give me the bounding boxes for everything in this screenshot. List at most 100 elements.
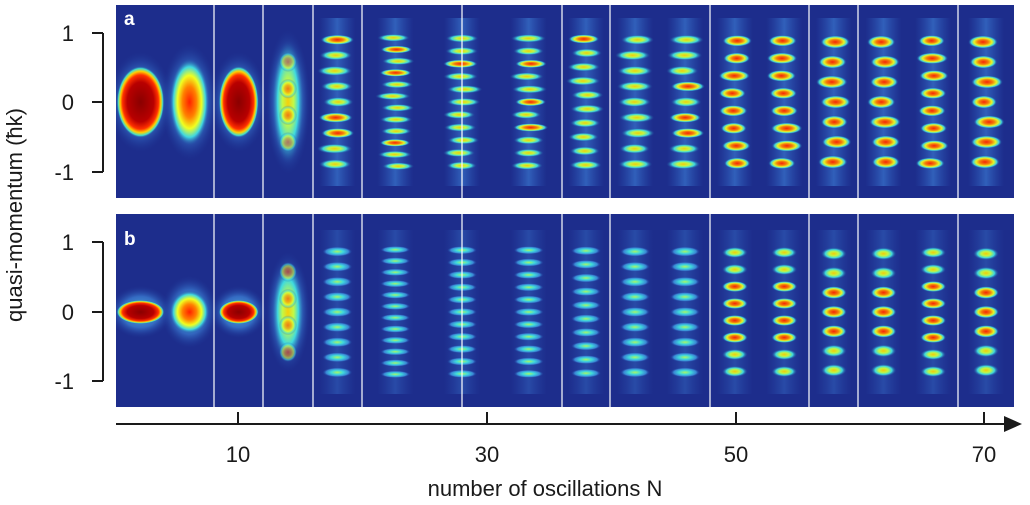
x-tick-10: 10 [226,442,250,467]
fringe-a-group2-strip0-3 [379,68,412,77]
fringe-a-group2-strip1-8 [447,136,480,145]
column-a-group2-strip0 [377,18,414,186]
fringe-a-group6-strip2-6 [919,140,949,152]
fringe-b-group5-strip1-3 [771,297,798,310]
fringe-a-group4-strip1-4 [670,96,702,108]
fringe-a-group1-strip2-5 [318,112,353,123]
fringe-b-group1-strip2-2 [322,276,353,287]
fringe-b-group6-strip0-0 [820,247,847,261]
peak-a-group1-strip1-1 [279,78,297,99]
cloud-b-group0-strip0 [116,300,165,324]
fringe-b-group5-strip1-7 [771,365,798,378]
fringe-b-group2-strip0-9 [380,348,411,356]
fringe-b-group6-strip1-3 [870,305,897,319]
fringe-a-group6-strip2-2 [919,70,949,82]
fringe-b-group2-strip0-3 [380,280,411,288]
x-axis-arrow [1004,416,1022,432]
fringe-a-group6-strip2-0 [918,35,945,47]
fringe-b-group5-strip0-7 [721,365,748,378]
fringe-b-group2-strip2-10 [513,369,544,378]
strip-b-group1-strip2 [319,230,356,394]
fringe-b-group2-strip0-2 [380,268,411,276]
x-tick-70: 70 [972,442,996,467]
fringe-a-group6-strip2-1 [916,52,949,65]
y-tick-a-0: 0 [62,90,74,115]
fringe-b-group4-strip0-5 [620,322,650,333]
fringe-a-group5-strip1-5 [770,122,803,135]
y-tick-a-minus1: -1 [54,160,74,185]
fringe-b-group5-strip0-5 [721,331,748,344]
fringe-b-group6-strip2-1 [920,263,947,276]
cloud-b-group0-strip1 [169,290,210,334]
fringe-b-group1-strip2-8 [322,367,353,378]
column-a-group3-strip0 [568,18,604,186]
fringe-a-group5-strip0-3 [718,87,746,100]
fringe-b-group6-strip0-1 [820,266,847,280]
strip-b-group6-strip1 [865,230,902,394]
fringe-a-group2-strip2-9 [513,148,544,158]
fringe-a-group3-strip0-6 [570,118,601,128]
fringe-a-group2-strip1-9 [442,148,476,158]
fringe-a-group2-strip0-7 [379,115,413,124]
y-axis-label: quasi-momentum (ħk) [2,108,27,322]
fringe-a-group4-strip1-6 [671,128,705,139]
fringe-b-group5-strip0-1 [721,263,748,276]
fringe-a-group4-strip0-4 [618,96,651,108]
y-axis-a [92,32,104,173]
panel-a-label: a [124,9,135,30]
fringe-a-group7-strip0-2 [971,75,1003,89]
fringe-b-group2-strip2-3 [513,283,544,292]
strip-b-group4-strip0 [617,230,653,394]
strip-a-group2-strip0 [375,18,415,186]
fringe-b-group5-strip0-2 [721,280,748,293]
fringe-a-group5-strip0-4 [719,105,748,117]
fringe-a-group2-strip2-10 [511,161,543,170]
fringe-b-group4-strip1-6 [670,337,700,348]
fringe-a-group5-strip0-5 [720,122,747,135]
fringe-a-group2-strip0-1 [380,45,413,54]
fringe-a-group1-strip2-2 [317,65,353,76]
fringe-a-group6-strip1-0 [867,35,896,49]
panel-b-images [116,230,1004,394]
fringe-a-group4-strip0-8 [618,159,653,170]
strip-b-group2-strip0 [377,230,414,394]
fringe-b-group2-strip0-10 [380,359,411,367]
fringe-a-group2-strip1-4 [447,85,483,94]
fringe-b-group2-strip2-2 [513,270,544,279]
fringe-a-group2-strip2-8 [513,136,544,145]
fringe-b-group4-strip0-0 [620,246,650,257]
fringe-a-group3-strip0-9 [569,160,602,170]
fringe-a-group3-strip0-3 [565,76,601,86]
fringe-b-group4-strip0-6 [620,337,650,348]
fringe-a-group1-strip2-0 [320,34,354,45]
fringe-b-group7-strip0-6 [973,363,999,377]
fringe-a-group5-strip0-6 [721,140,751,152]
fringe-a-group5-strip1-0 [768,35,797,47]
cloud-a-group1-strip0 [218,66,259,138]
strip-b-group0-strip0 [116,286,173,338]
fringe-a-group2-strip2-4 [511,85,548,94]
fringe-b-group3-strip0-0 [571,246,601,256]
strip-b-group2-strip2 [510,230,547,394]
fringe-b-group2-strip0-0 [380,246,411,254]
fringe-b-group3-strip0-5 [571,314,601,324]
strip-a-group2-strip1 [442,18,483,186]
fringe-b-group6-strip2-5 [920,331,947,344]
column-b-group3-strip0 [568,230,604,394]
x-axis [116,412,1006,425]
fringe-b-group3-strip0-4 [571,300,601,310]
fringe-b-group5-strip0-0 [721,246,748,259]
fringe-a-group6-strip1-6 [871,155,900,169]
fringe-b-group6-strip2-7 [920,365,947,378]
fringe-a-group2-strip1-6 [443,110,476,119]
fringe-b-group5-strip1-4 [771,314,798,327]
strip-a-group5-strip0 [716,18,753,186]
y-tick-a-1: 1 [62,21,74,46]
fringe-a-group2-strip1-3 [443,72,478,81]
fringe-b-group7-strip0-4 [973,325,999,338]
strip-a-group6-strip0 [815,18,852,186]
fringe-b-group6-strip2-4 [920,314,947,327]
strip-b-group0-strip1 [161,276,218,348]
peak-b-group1-strip1-1 [279,288,297,309]
fringe-a-group2-strip0-5 [375,92,411,101]
